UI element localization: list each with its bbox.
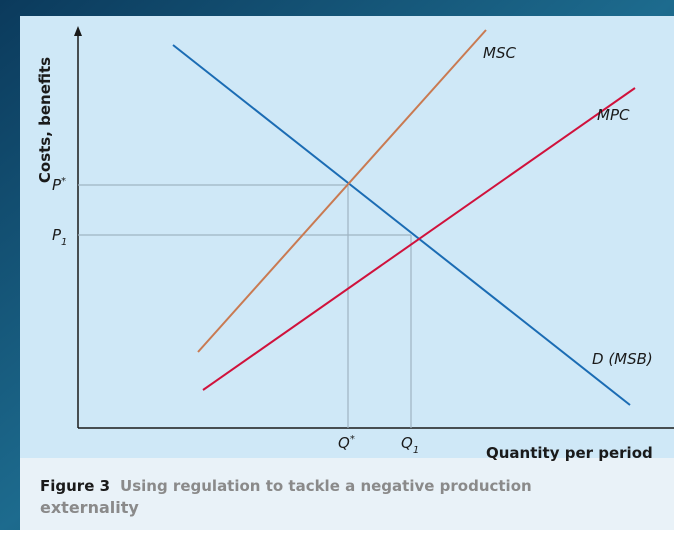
msc-label: MSC xyxy=(483,44,516,62)
figure: MSC MPC D (MSB) Costs, benefits Quantity… xyxy=(0,0,674,530)
mpc-label: MPC xyxy=(597,106,630,124)
page: MSC MPC D (MSB) Costs, benefits Quantity… xyxy=(0,0,674,530)
plot-panel xyxy=(20,16,674,458)
y-axis-label: Costs, benefits xyxy=(36,57,54,183)
demand-label: D (MSB) xyxy=(592,350,653,368)
caption-line2: externality xyxy=(40,498,139,517)
x-axis-label: Quantity per period xyxy=(486,444,653,462)
